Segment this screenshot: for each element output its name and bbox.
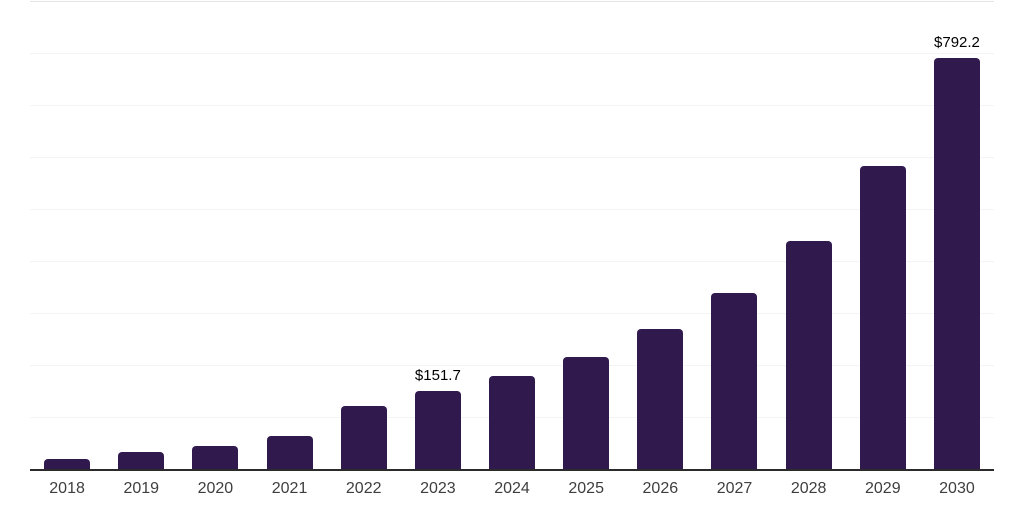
x-tick-label-2018: 2018 bbox=[49, 480, 85, 497]
bar-slot-2024 bbox=[475, 2, 549, 470]
bar-2029 bbox=[859, 166, 906, 470]
bar-slot-2018 bbox=[30, 2, 104, 470]
x-tick-label-2027: 2027 bbox=[716, 480, 753, 497]
gridline bbox=[30, 261, 994, 262]
gridline bbox=[30, 53, 994, 54]
x-tick-label-2024: 2024 bbox=[494, 480, 530, 497]
bar-slot-2027 bbox=[697, 2, 771, 470]
x-axis-labels: 2018 2019 2020 2021 2022 2023 2024 2025 2026 2027… bbox=[30, 480, 994, 498]
x-tick-label-2023: 2023 bbox=[420, 480, 456, 497]
bar-2019 bbox=[118, 452, 165, 470]
bar-slot-2023: $151.7 bbox=[401, 2, 475, 470]
bar-2027 bbox=[711, 293, 758, 470]
gridline bbox=[30, 365, 994, 366]
x-tick-label-2028: 2028 bbox=[790, 480, 827, 497]
bar-2024 bbox=[489, 376, 536, 470]
x-tick-label-2030: 2030 bbox=[939, 480, 975, 497]
plot-area: $151.7 $792.2 bbox=[30, 1, 994, 471]
bar-slot-2025 bbox=[549, 2, 623, 470]
bars-layer: $151.7 $792.2 bbox=[30, 2, 994, 470]
gridline bbox=[30, 1, 994, 2]
bar-slot-2028 bbox=[772, 2, 846, 470]
gridline bbox=[30, 157, 994, 158]
bar-2020 bbox=[192, 446, 239, 470]
bar-slot-2019 bbox=[104, 2, 178, 470]
bar-slot-2020 bbox=[178, 2, 252, 470]
bar-value-label-2023: $151.7 bbox=[414, 367, 461, 385]
bar-2022 bbox=[340, 405, 387, 470]
x-tick-label-2020: 2020 bbox=[197, 480, 234, 497]
bar-2026 bbox=[637, 329, 684, 470]
bar-slot-2021 bbox=[252, 2, 326, 470]
bar-2023 bbox=[414, 391, 461, 470]
x-tick-label-2021: 2021 bbox=[271, 480, 308, 497]
gridline bbox=[30, 105, 994, 106]
x-tick-label-2019: 2019 bbox=[123, 480, 160, 497]
bar-2018 bbox=[44, 458, 91, 470]
gridline bbox=[30, 313, 994, 314]
bar-2021 bbox=[266, 436, 313, 470]
x-tick-label-2029: 2029 bbox=[865, 480, 901, 497]
x-axis-line bbox=[30, 469, 994, 471]
x-tick-label-2026: 2026 bbox=[642, 480, 679, 497]
bar-2025 bbox=[563, 356, 610, 470]
bar-2028 bbox=[785, 241, 832, 470]
bar-slot-2026 bbox=[623, 2, 697, 470]
bar-value-label-2030: $792.2 bbox=[934, 34, 980, 52]
gridline bbox=[30, 209, 994, 210]
bar-slot-2030: $792.2 bbox=[920, 2, 994, 470]
x-tick-label-2025: 2025 bbox=[568, 480, 604, 497]
bar-slot-2022 bbox=[327, 2, 401, 470]
bar-2030 bbox=[933, 58, 980, 470]
x-tick-label-2022: 2022 bbox=[345, 480, 382, 497]
bar-slot-2029 bbox=[846, 2, 920, 470]
